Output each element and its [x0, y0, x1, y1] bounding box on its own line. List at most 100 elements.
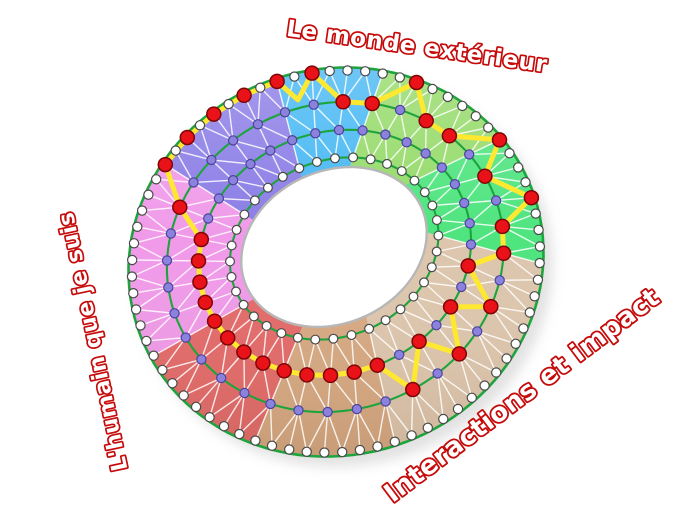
inner-ring-node — [231, 224, 242, 235]
inner-ring-node — [261, 320, 272, 331]
inner-ring-node — [395, 304, 406, 315]
profile-node-red — [197, 294, 214, 311]
profile-node-red — [405, 381, 421, 398]
outer-ring-node — [372, 441, 383, 452]
inner-ring-node — [365, 154, 376, 165]
ring3-node — [279, 107, 291, 118]
outer-ring-node — [533, 224, 544, 236]
outer-ring-node — [148, 350, 159, 361]
profile-node-red — [172, 199, 188, 215]
outer-ring-node — [289, 71, 300, 82]
inner-ring-node — [249, 195, 260, 206]
ring2-node — [287, 134, 298, 146]
ring2-node — [310, 128, 321, 139]
ring2-node — [394, 349, 405, 360]
inner-ring-node — [231, 286, 242, 297]
outer-ring-node — [513, 162, 524, 173]
ring3-node — [165, 228, 177, 239]
outer-ring-node — [483, 122, 494, 133]
outer-ring-node — [266, 440, 278, 451]
ring3-node — [432, 368, 443, 379]
inner-ring-node — [226, 271, 237, 282]
profile-node-red — [442, 299, 459, 315]
outer-ring-node — [337, 446, 348, 458]
ring3-node — [180, 332, 191, 343]
ring2-node — [265, 145, 276, 156]
inner-ring-node — [419, 187, 430, 198]
inner-ring-node — [426, 262, 437, 273]
ring2-node — [245, 158, 256, 170]
outer-ring-node — [324, 65, 335, 77]
inner-ring-node — [382, 158, 393, 169]
ring3-node — [188, 177, 199, 188]
ring3-node — [394, 104, 406, 116]
inner-ring-node — [427, 200, 438, 211]
ring2-node — [333, 124, 345, 136]
ring2-node — [465, 239, 477, 250]
ring3-node — [490, 195, 502, 206]
outer-ring-node — [255, 82, 266, 93]
outer-ring-node — [452, 403, 464, 415]
outer-ring-node — [132, 221, 143, 232]
ring3-node — [215, 372, 227, 384]
ring3-node — [265, 398, 276, 410]
hole — [240, 165, 428, 329]
outer-ring-node — [518, 323, 529, 334]
ring3-node — [206, 154, 217, 166]
inner-ring-node — [294, 163, 305, 174]
outer-ring-node — [354, 444, 366, 456]
inner-ring-node — [408, 291, 419, 302]
inner-ring-node — [239, 209, 250, 220]
profile-node-red — [494, 218, 511, 235]
outer-ring-node — [143, 189, 154, 200]
outer-ring-node — [470, 110, 481, 122]
inner-ring-node — [364, 323, 375, 334]
outer-ring-node — [301, 446, 312, 457]
inner-ring-node — [226, 240, 237, 251]
profile-node-red — [206, 106, 222, 122]
outer-ring-node — [128, 238, 140, 249]
profile-node-red — [477, 168, 493, 184]
outer-ring-node — [510, 338, 521, 349]
profile-node-red — [322, 367, 339, 384]
inner-ring-node — [419, 277, 430, 288]
outer-ring-node — [150, 174, 162, 185]
outer-ring-node — [360, 66, 371, 77]
ring2-node — [213, 193, 225, 204]
inner-ring-node — [396, 166, 407, 177]
profile-node-red — [460, 258, 476, 274]
profile-node-red — [219, 330, 236, 346]
inner-ring-node — [310, 334, 321, 345]
ring2-node — [420, 148, 431, 159]
profile-node-red — [418, 113, 434, 129]
profile-node-red — [206, 313, 223, 329]
ring2-node — [431, 320, 442, 331]
outer-ring-node — [342, 65, 353, 76]
ring2-node — [227, 174, 239, 186]
ring2-node — [357, 125, 368, 136]
ring3-node — [472, 326, 483, 337]
ring3-node — [351, 403, 363, 415]
outer-ring-node — [529, 291, 540, 302]
outer-ring-node — [442, 91, 453, 103]
profile-node-red — [192, 274, 208, 290]
outer-ring-node — [170, 145, 181, 156]
outer-ring-node — [250, 435, 261, 446]
profile-node-red — [179, 129, 196, 146]
profile-node-red — [157, 156, 174, 173]
inner-ring-node — [328, 333, 339, 344]
ring2-node — [449, 178, 461, 190]
profile-node-red — [236, 344, 252, 360]
ring2-node — [436, 162, 448, 173]
profile-node-red — [255, 355, 271, 371]
inner-ring-node — [225, 256, 236, 267]
ring2-node — [380, 129, 391, 140]
outer-ring-node — [135, 320, 146, 331]
outer-ring-node — [532, 274, 544, 285]
ring3-node — [163, 282, 174, 293]
ring3-node — [308, 99, 319, 110]
outer-ring-node — [204, 412, 215, 423]
profile-node-red — [411, 333, 427, 350]
outer-ring-node — [126, 254, 138, 266]
inner-ring-node — [292, 332, 303, 343]
